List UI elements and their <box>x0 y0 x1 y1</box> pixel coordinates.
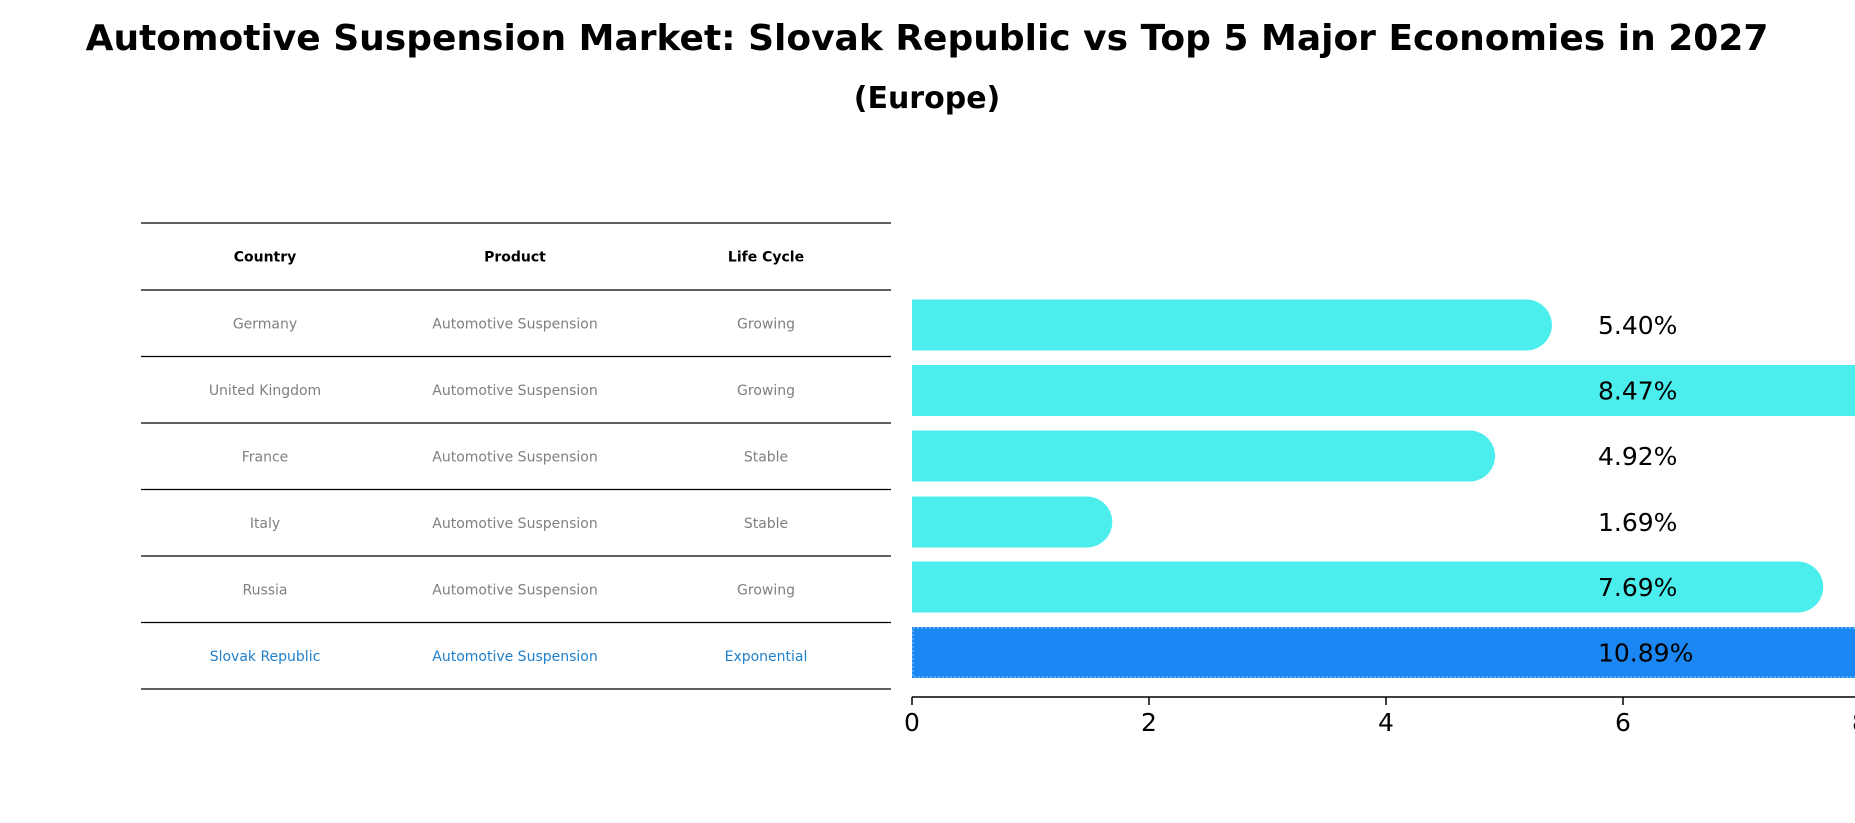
table-header-cell: Product <box>484 250 546 266</box>
bar-value-label: 8.47% <box>1598 377 1677 406</box>
bar-value-label: 4.92% <box>1598 442 1677 471</box>
bar <box>912 496 1113 548</box>
x-tick-label: 8 <box>1852 708 1855 737</box>
x-tick-label: 2 <box>1141 708 1157 737</box>
table-cell: Automotive Suspension <box>432 383 597 399</box>
table-cell: Automotive Suspension <box>432 649 597 665</box>
bar-value-label: 5.40% <box>1598 311 1677 340</box>
x-tick-label: 4 <box>1378 708 1394 737</box>
table-cell: Growing <box>737 316 795 332</box>
bar-plot: 5.40% 8.47% 4.92% 1.69% 7.69% 10.89% <box>912 299 1855 678</box>
table-cell: Growing <box>737 582 795 598</box>
table-cell: Growing <box>737 383 795 399</box>
bar-highlight <box>912 627 1855 678</box>
table-cell: Stable <box>744 516 788 532</box>
table-cell: France <box>242 449 289 465</box>
table-header-cell: Life Cycle <box>728 250 804 266</box>
bar-value-label: 1.69% <box>1598 508 1677 537</box>
bar <box>912 430 1496 482</box>
table-cell: Russia <box>242 582 287 598</box>
bar <box>912 561 1824 613</box>
chart-subtitle: (Europe) <box>854 81 1001 116</box>
table-cell: Germany <box>233 316 297 332</box>
bar-value-label: 10.89% <box>1598 639 1693 668</box>
bar-value-label: 7.69% <box>1598 573 1677 602</box>
table-header-cell: Country <box>234 250 297 266</box>
x-tick-label: 6 <box>1615 708 1631 737</box>
table-cell: Stable <box>744 449 788 465</box>
bar-highlight-outline <box>912 627 1855 678</box>
x-axis: 0246810 <box>904 696 1855 737</box>
table-cell: United Kingdom <box>209 383 321 399</box>
table-cell: Automotive Suspension <box>432 582 597 598</box>
table-cell: Italy <box>250 516 280 532</box>
data-table: Country Product Life Cycle Germany Automotiv… <box>141 222 891 690</box>
table-cell: Exponential <box>725 649 808 665</box>
bar <box>912 365 1855 416</box>
table-cell: Slovak Republic <box>210 649 321 665</box>
bar <box>912 299 1552 351</box>
table-cell: Automotive Suspension <box>432 516 597 532</box>
table-cell: Automotive Suspension <box>432 449 597 465</box>
x-tick-label: 0 <box>904 708 920 737</box>
chart-title: Automotive Suspension Market: Slovak Rep… <box>86 18 1769 59</box>
table-cell: Automotive Suspension <box>432 316 597 332</box>
